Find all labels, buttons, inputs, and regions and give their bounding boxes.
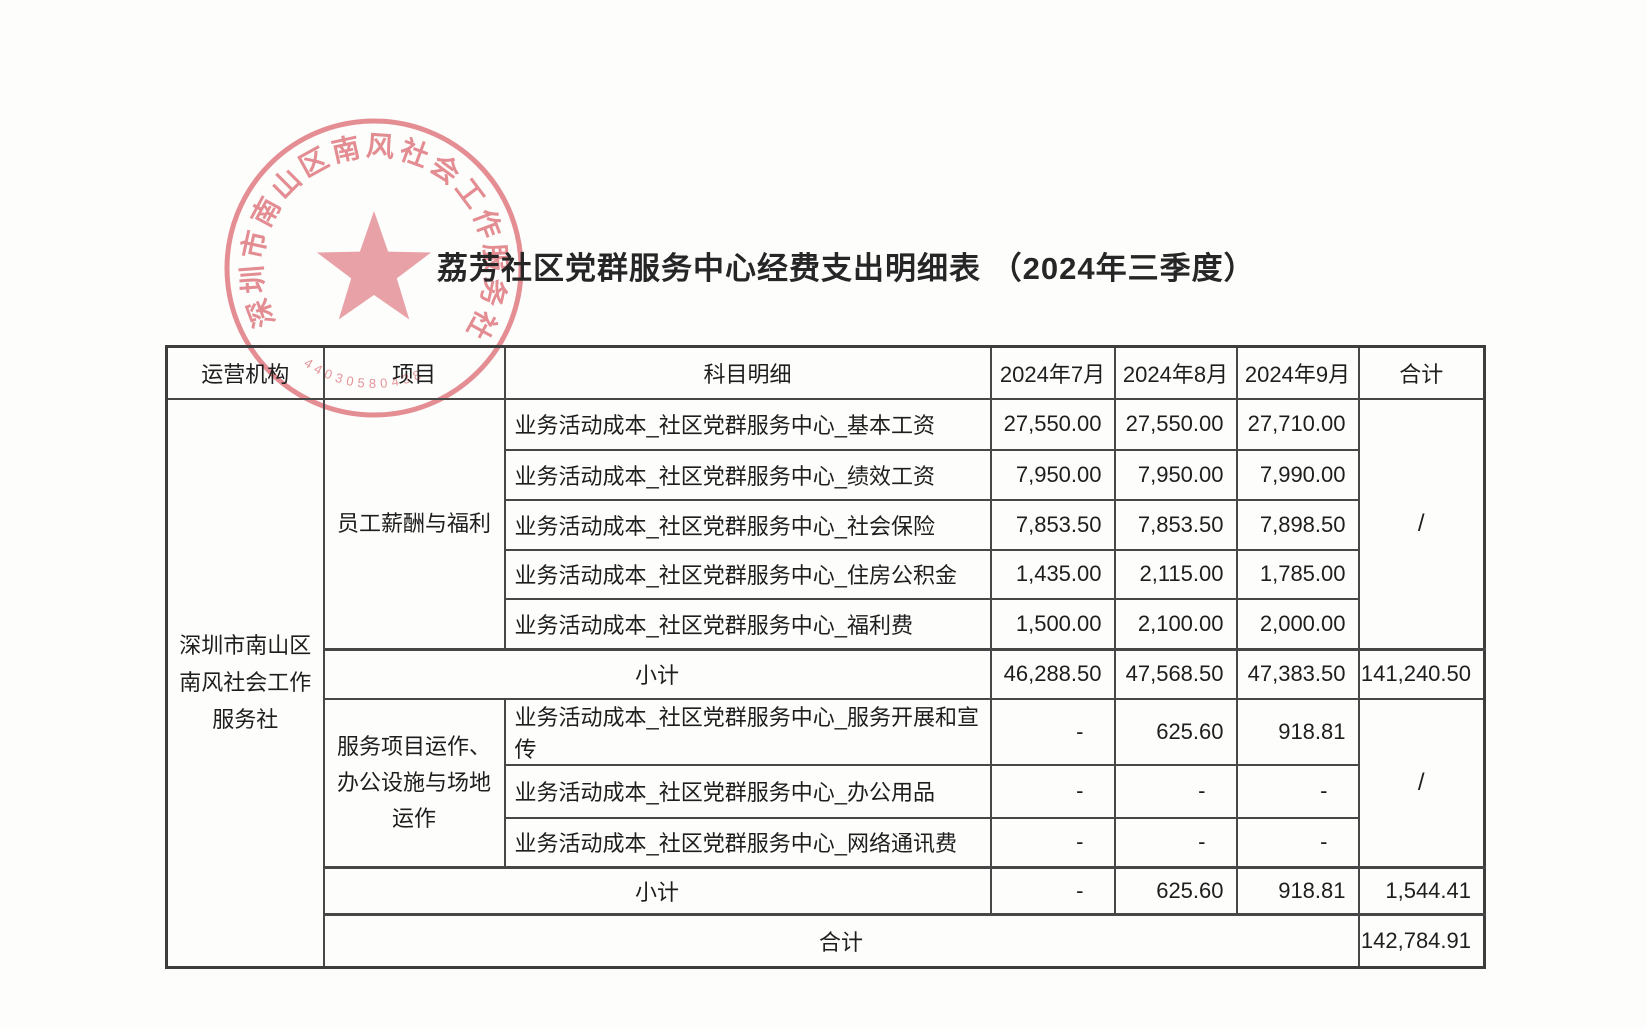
amount-sep: -: [1235, 816, 1360, 869]
amount-sep: 918.81: [1235, 697, 1360, 766]
amount-jul: -: [989, 763, 1116, 819]
amount-aug: 625.60: [1113, 697, 1238, 766]
subtotal-jul: 46,288.50: [989, 648, 1116, 700]
subtotal-jul: -: [989, 866, 1116, 916]
subtotal-label: 小计: [322, 648, 992, 700]
subject-cell: 业务活动成本_社区党群服务中心_网络通讯费: [503, 816, 992, 869]
group-2-total-cell: /: [1357, 697, 1486, 869]
header-cell-sep: 2024年9月: [1235, 345, 1360, 400]
project-group-2-cell: 服务项目运作、办公设施与场地运作: [322, 697, 506, 869]
subtotal-sep: 918.81: [1235, 866, 1360, 916]
amount-sep: -: [1235, 763, 1360, 819]
subtotal-row-1: 小计 46,288.50 47,568.50 47,383.50 141,240…: [167, 648, 1486, 700]
header-cell-jul: 2024年7月: [989, 345, 1116, 400]
amount-jul: 27,550.00: [989, 397, 1116, 451]
amount-aug: 2,100.00: [1113, 597, 1238, 651]
seal-ring-text: 深圳市南山区南风社会工作服务社: [236, 130, 512, 348]
subject-cell: 业务活动成本_社区党群服务中心_住房公积金: [503, 548, 992, 600]
amount-jul: -: [989, 697, 1116, 766]
amount-sep: 1,785.00: [1235, 548, 1360, 600]
subject-cell: 业务活动成本_社区党群服务中心_绩效工资: [503, 448, 992, 501]
amount-aug: -: [1113, 816, 1238, 869]
grand-total-row: 合计 142,784.91: [167, 913, 1486, 969]
table-row: 深圳市南山区南风社会工作服务社 员工薪酬与福利 业务活动成本_社区党群服务中心_…: [165, 397, 1486, 969]
amount-jul: 7,853.50: [989, 498, 1116, 551]
header-cell-subject: 科目明细: [503, 345, 992, 400]
amount-jul: 1,435.00: [989, 548, 1116, 600]
grand-total-value: 142,784.91: [1357, 913, 1486, 969]
table-header-row: 运营机构 项目 科目明细 2024年7月 2024年8月 2024年9月 合计: [165, 345, 1486, 400]
subject-cell: 业务活动成本_社区党群服务中心_基本工资: [503, 397, 992, 451]
project-group-1-cell: 员工薪酬与福利: [322, 397, 506, 651]
amount-jul: 7,950.00: [989, 448, 1116, 501]
amount-jul: 1,500.00: [989, 597, 1116, 651]
table-row: 服务项目运作、办公设施与场地运作 业务活动成本_社区党群服务中心_服务开展和宣传…: [167, 697, 1486, 869]
expense-table: 运营机构 项目 科目明细 2024年7月 2024年8月 2024年9月 合计 …: [165, 345, 1486, 969]
table-row: 业务活动成本_社区党群服务中心_社会保险 7,853.50 7,853.50 7…: [167, 498, 1485, 551]
subject-cell: 业务活动成本_社区党群服务中心_社会保险: [503, 498, 992, 551]
header-cell-organization: 运营机构: [165, 345, 325, 400]
amount-sep: 27,710.00: [1235, 397, 1360, 451]
header-cell-aug: 2024年8月: [1113, 345, 1238, 400]
table-row: 业务活动成本_社区党群服务中心_住房公积金 1,435.00 2,115.00 …: [167, 548, 1485, 600]
page-title: 荔芳社区党群服务中心经费支出明细表 （2024年三季度）: [437, 251, 1256, 286]
subtotal-row-2: 小计 - 625.60 918.81 1,544.41: [167, 866, 1486, 916]
table-row: 业务活动成本_社区党群服务中心_办公用品 - - -: [167, 763, 1485, 819]
header-cell-total: 合计: [1357, 345, 1486, 400]
subtotal-aug: 47,568.50: [1113, 648, 1238, 700]
subtotal-label: 小计: [322, 866, 992, 916]
subject-cell: 业务活动成本_社区党群服务中心_服务开展和宣传: [503, 697, 992, 766]
amount-aug: 27,550.00: [1113, 397, 1238, 451]
subtotal-sep: 47,383.50: [1235, 648, 1360, 700]
amount-jul: -: [989, 816, 1116, 869]
subtotal-aug: 625.60: [1113, 866, 1238, 916]
table-row: 业务活动成本_社区党群服务中心_网络通讯费 - - -: [167, 816, 1485, 869]
grand-total-label: 合计: [322, 913, 1360, 969]
amount-aug: 7,853.50: [1113, 498, 1238, 551]
group-1-total-cell: /: [1357, 397, 1486, 651]
table-row: 业务活动成本_社区党群服务中心_福利费 1,500.00 2,100.00 2,…: [167, 597, 1485, 651]
amount-aug: 7,950.00: [1113, 448, 1238, 501]
amount-sep: 7,990.00: [1235, 448, 1360, 501]
header-cell-project: 项目: [322, 345, 506, 400]
amount-sep: 7,898.50: [1235, 498, 1360, 551]
table-row: 业务活动成本_社区党群服务中心_绩效工资 7,950.00 7,950.00 7…: [167, 448, 1485, 501]
amount-aug: -: [1113, 763, 1238, 819]
subject-cell: 业务活动成本_社区党群服务中心_办公用品: [503, 763, 992, 819]
subtotal-total: 141,240.50: [1357, 648, 1486, 700]
subtotal-total: 1,544.41: [1357, 866, 1486, 916]
amount-aug: 2,115.00: [1113, 548, 1238, 600]
amount-sep: 2,000.00: [1235, 597, 1360, 651]
seal-star-icon: [316, 211, 432, 320]
organization-cell: 深圳市南山区南风社会工作服务社: [165, 397, 325, 969]
subject-cell: 业务活动成本_社区党群服务中心_福利费: [503, 597, 992, 651]
